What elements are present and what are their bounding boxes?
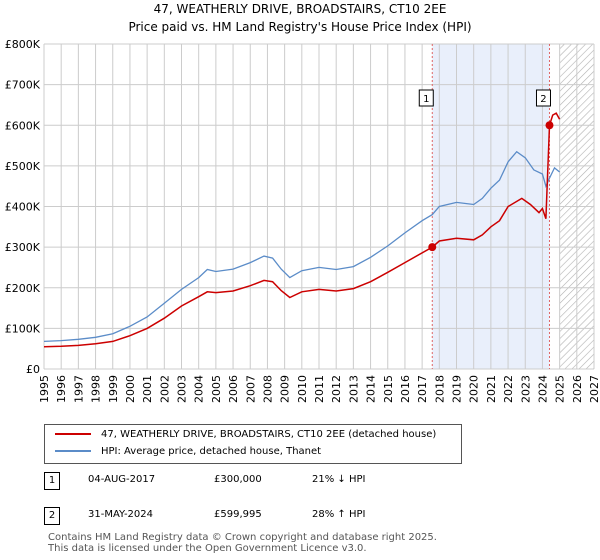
x-tick-label: 2023 — [519, 375, 532, 403]
legend-swatch-price — [55, 433, 91, 435]
x-tick-label: 1997 — [72, 375, 85, 403]
marker-2-badge: 2 — [535, 89, 551, 107]
chart-title: 47, WEATHERLY DRIVE, BROADSTAIRS, CT10 2… — [154, 2, 447, 16]
series-hpi-line — [43, 150, 561, 343]
x-tick-label: 2018 — [433, 375, 446, 403]
legend-label-price: 47, WEATHERLY DRIVE, BROADSTAIRS, CT10 2… — [101, 429, 437, 440]
x-tick-label: 2012 — [330, 375, 343, 403]
x-tick-label: 1998 — [90, 375, 103, 403]
table-row: 1 04-AUG-2017 £300,000 21% ↓ HPI — [44, 472, 464, 490]
y-grid — [44, 43, 594, 370]
x-tick-label: 2019 — [451, 375, 464, 403]
x-tick-label: 1996 — [55, 375, 68, 403]
y-tick-label: £800K — [5, 38, 41, 51]
marker-2-label: 2 — [540, 94, 546, 105]
x-tick-label: 2024 — [536, 375, 549, 403]
legend-label-hpi: HPI: Average price, detached house, Than… — [101, 446, 322, 457]
x-tick-label: 2026 — [571, 375, 584, 403]
x-axis: 1995 1996 1997 1998 1999 2000 2001 2002 2003 2004… — [38, 375, 600, 403]
row-hpi: 28% ↑ HPI — [312, 509, 366, 520]
series-price-line — [43, 112, 561, 348]
legend-item-price: 47, WEATHERLY DRIVE, BROADSTAIRS, CT10 2… — [55, 427, 436, 443]
y-tick-label: £500K — [5, 160, 41, 173]
x-tick-label: 2020 — [468, 375, 481, 403]
x-tick-label: 2005 — [210, 375, 223, 403]
x-tick-label: 2027 — [588, 375, 600, 403]
y-tick-label: £700K — [5, 79, 41, 92]
marker-1-badge: 1 — [418, 89, 434, 107]
legend-swatch-hpi — [55, 450, 91, 452]
marker-1-dot — [428, 243, 437, 252]
x-tick-label: 2022 — [502, 375, 515, 403]
y-tick-label: £400K — [5, 201, 41, 214]
y-tick-label: £300K — [5, 241, 41, 254]
x-tick-label: 2003 — [176, 375, 189, 403]
row-badge: 2 — [44, 507, 60, 525]
x-tick-label: 2004 — [193, 375, 206, 403]
x-tick-label: 2014 — [365, 375, 378, 403]
legend-item-hpi: HPI: Average price, detached house, Than… — [55, 444, 321, 460]
x-tick-label: 2000 — [124, 375, 137, 403]
y-tick-label: £200K — [5, 282, 41, 295]
y-axis: £0 £100K £200K £300K £400K £500K £600K £700K £80… — [5, 38, 41, 376]
x-tick-label: 2016 — [399, 375, 412, 403]
x-tick-label: 2009 — [279, 375, 292, 403]
x-tick-label: 2017 — [416, 375, 429, 403]
x-tick-label: 2025 — [554, 375, 567, 403]
x-tick-label: 2013 — [347, 375, 360, 403]
legend: 47, WEATHERLY DRIVE, BROADSTAIRS, CT10 2… — [44, 424, 462, 464]
x-tick-label: 1999 — [107, 375, 120, 403]
footer: Contains HM Land Registry data © Crown c… — [48, 532, 437, 554]
row-date: 04-AUG-2017 — [88, 474, 156, 485]
price-chart: 47, WEATHERLY DRIVE, BROADSTAIRS, CT10 2… — [5, 2, 600, 403]
marker-2-dot — [545, 121, 554, 130]
row-price: £599,995 — [214, 509, 262, 520]
y-tick-label: £0 — [26, 363, 40, 376]
x-tick-label: 2008 — [261, 375, 274, 403]
footer-line-2: This data is licensed under the Open Gov… — [48, 543, 367, 554]
x-tick-label: 2011 — [313, 375, 326, 403]
y-tick-label: £100K — [5, 322, 41, 335]
footer-line-1: Contains HM Land Registry data © Crown c… — [48, 532, 437, 543]
row-price: £300,000 — [214, 474, 262, 485]
row-hpi: 21% ↓ HPI — [312, 474, 366, 485]
x-tick-label: 2021 — [485, 375, 498, 403]
x-tick-label: 2002 — [158, 375, 171, 403]
row-badge: 1 — [44, 472, 60, 490]
row-date: 31-MAY-2024 — [88, 509, 154, 520]
y-tick-label: £600K — [5, 119, 41, 132]
table-row: 2 31-MAY-2024 £599,995 28% ↑ HPI — [44, 507, 464, 525]
x-tick-label: 1995 — [38, 375, 51, 403]
x-tick-label: 2006 — [227, 375, 240, 403]
chart-subtitle: Price paid vs. HM Land Registry's House … — [128, 20, 471, 34]
x-tick-label: 2001 — [141, 375, 154, 403]
x-tick-label: 2007 — [244, 375, 257, 403]
marker-1-label: 1 — [423, 94, 429, 105]
x-tick-label: 2010 — [296, 375, 309, 403]
x-tick-label: 2015 — [382, 375, 395, 403]
